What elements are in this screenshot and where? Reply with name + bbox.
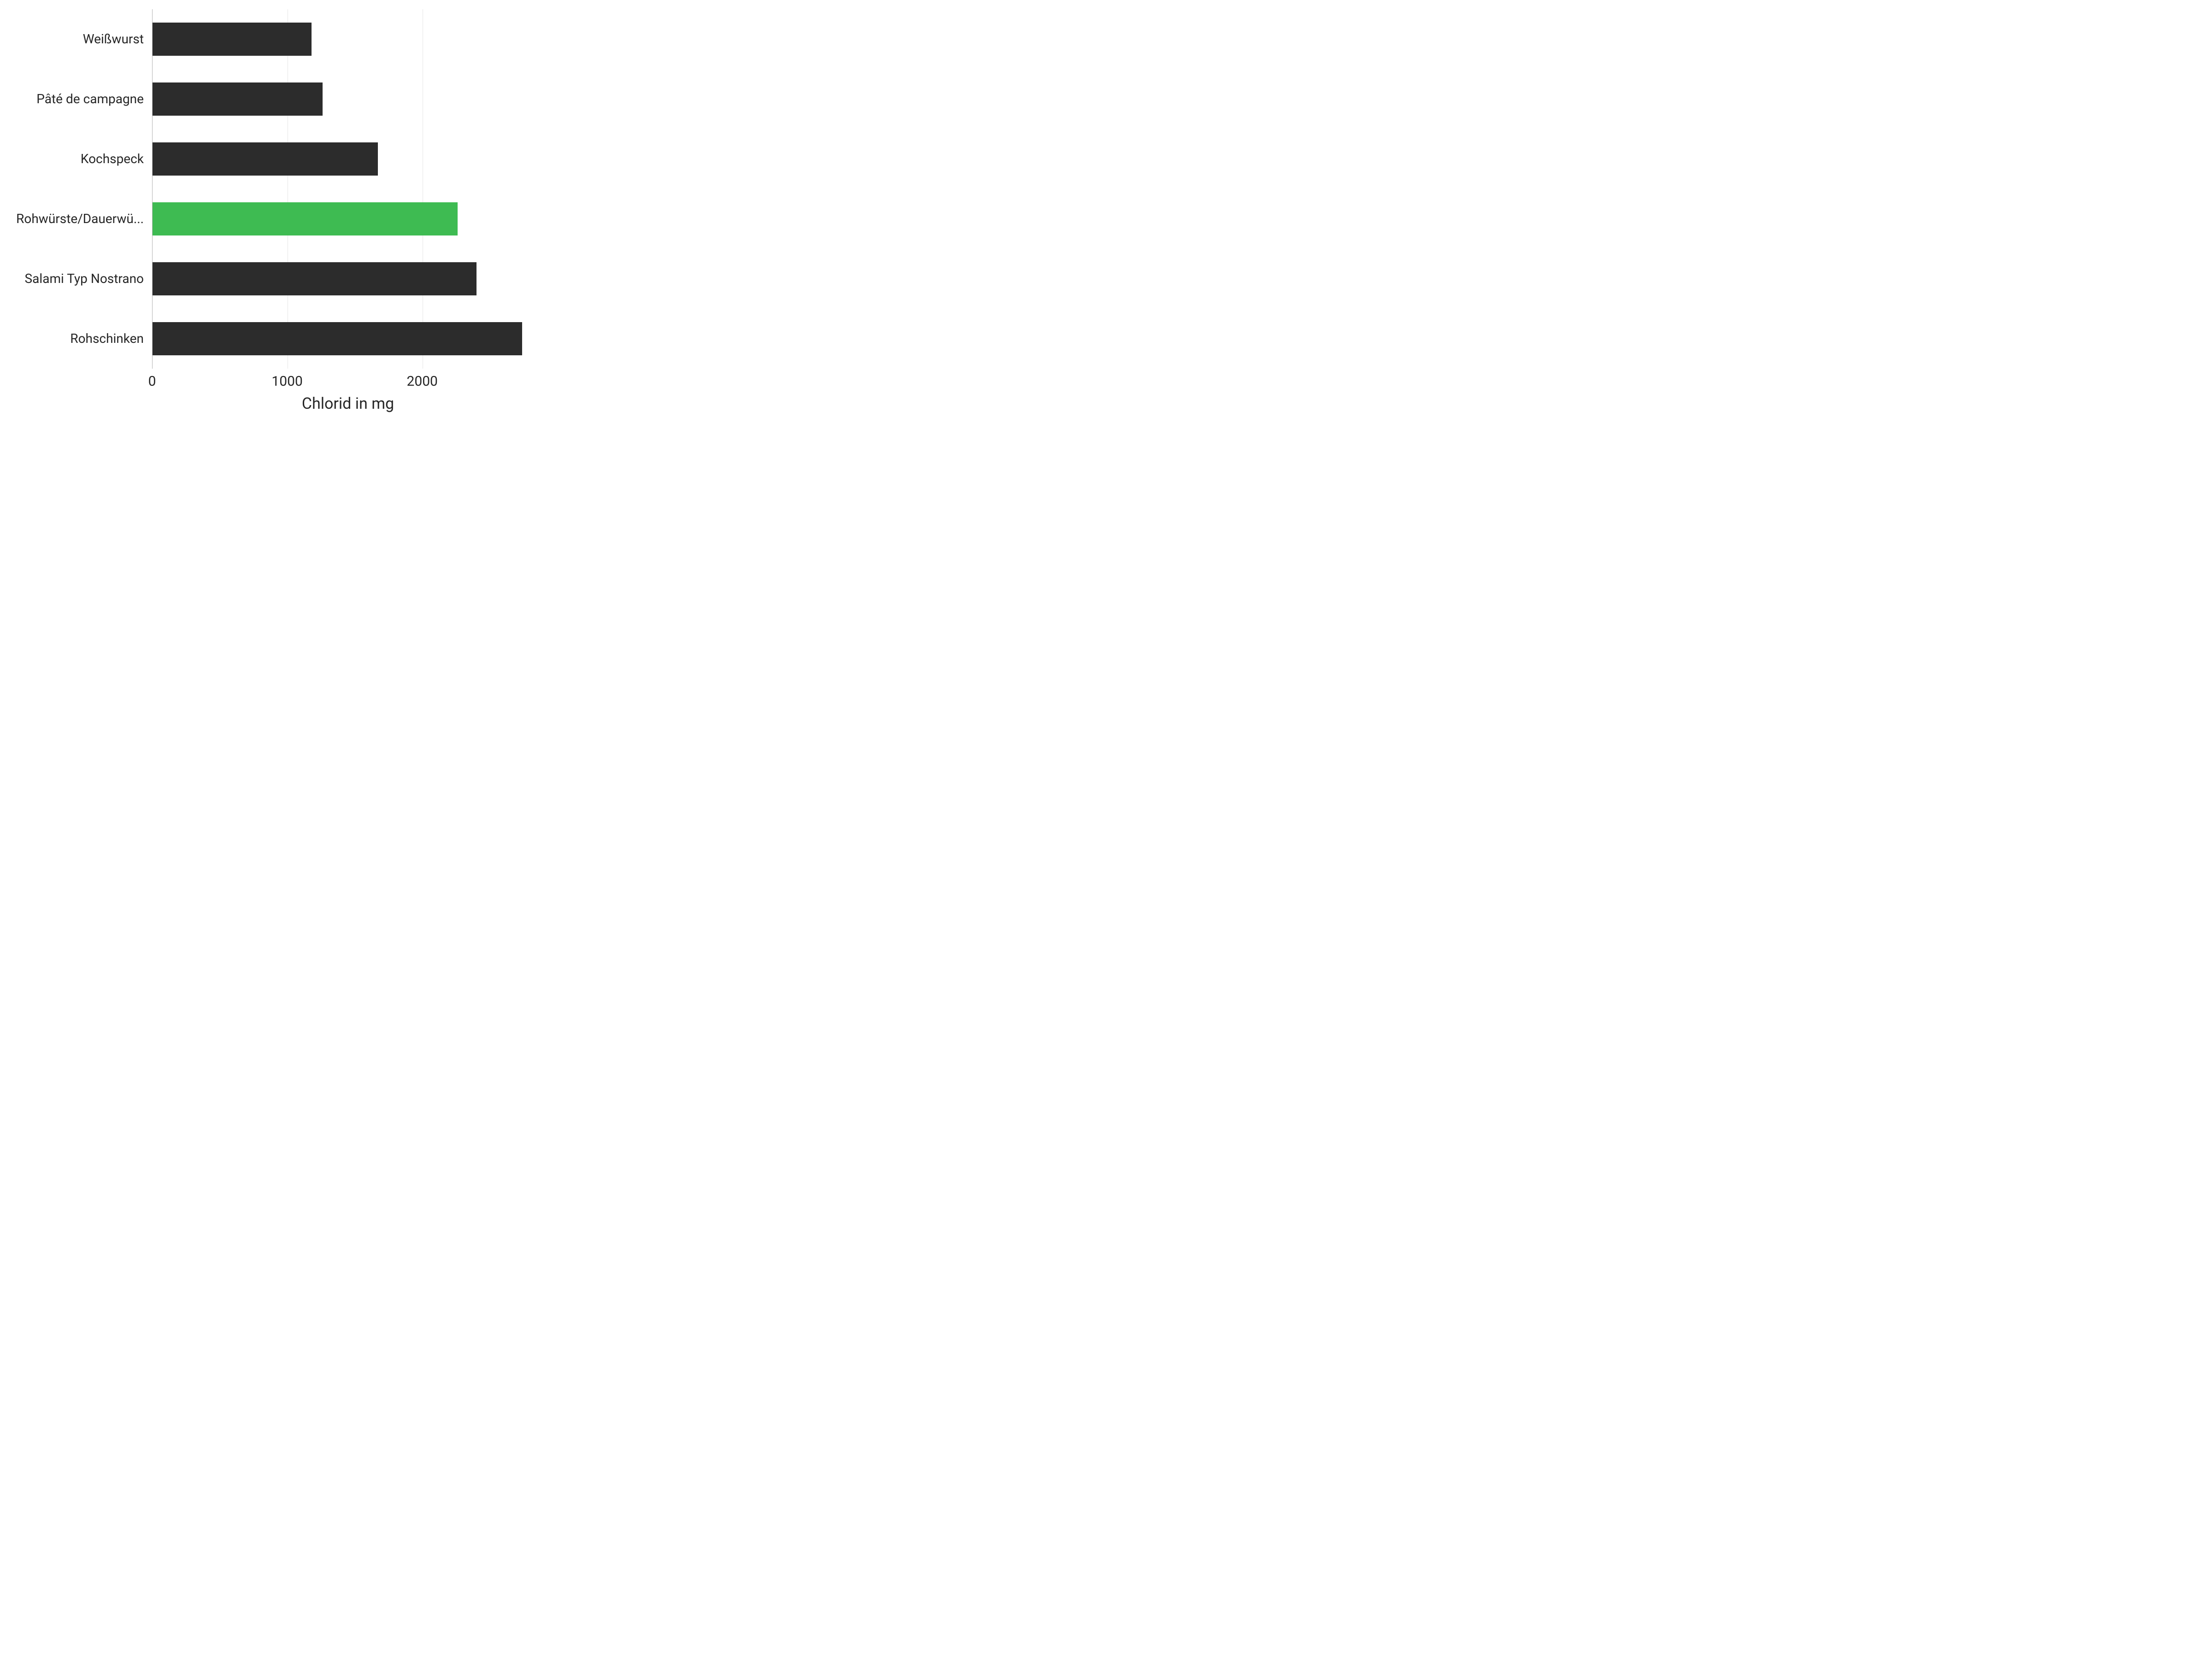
bar-row <box>153 142 544 176</box>
bar <box>153 23 312 56</box>
y-label: Pâté de campagne <box>9 92 144 106</box>
bar-row <box>153 23 544 56</box>
bar-row <box>153 262 544 295</box>
chart-area: Weißwurst Pâté de campagne Kochspeck Roh… <box>9 9 544 369</box>
y-label: Salami Typ Nostrano <box>9 271 144 286</box>
bar <box>153 262 477 295</box>
y-label: Rohschinken <box>9 331 144 346</box>
bar-row <box>153 322 544 355</box>
x-title-row: Chlorid in mg <box>9 392 544 413</box>
bar-row <box>153 202 544 235</box>
x-title-spacer <box>9 392 152 413</box>
y-label: Kochspeck <box>9 152 144 166</box>
y-axis-labels: Weißwurst Pâté de campagne Kochspeck Roh… <box>9 9 152 369</box>
x-axis-spacer <box>9 373 152 392</box>
bar <box>153 142 378 176</box>
x-tick: 1000 <box>271 373 302 389</box>
x-tick: 0 <box>148 373 156 389</box>
y-label: Rohwürste/Dauerwü... <box>9 212 144 226</box>
bars-container <box>153 9 544 369</box>
chart: Weißwurst Pâté de campagne Kochspeck Roh… <box>0 0 553 415</box>
y-label: Weißwurst <box>9 32 144 47</box>
x-axis-title: Chlorid in mg <box>152 394 544 413</box>
x-tick: 2000 <box>406 373 437 389</box>
x-ticks: 010002000 <box>152 373 544 392</box>
bar <box>153 202 458 235</box>
bar <box>153 322 522 355</box>
plot-area <box>152 9 544 369</box>
bar-row <box>153 82 544 116</box>
x-axis: 0 1000 2000 <box>9 373 544 392</box>
bar <box>153 82 323 116</box>
